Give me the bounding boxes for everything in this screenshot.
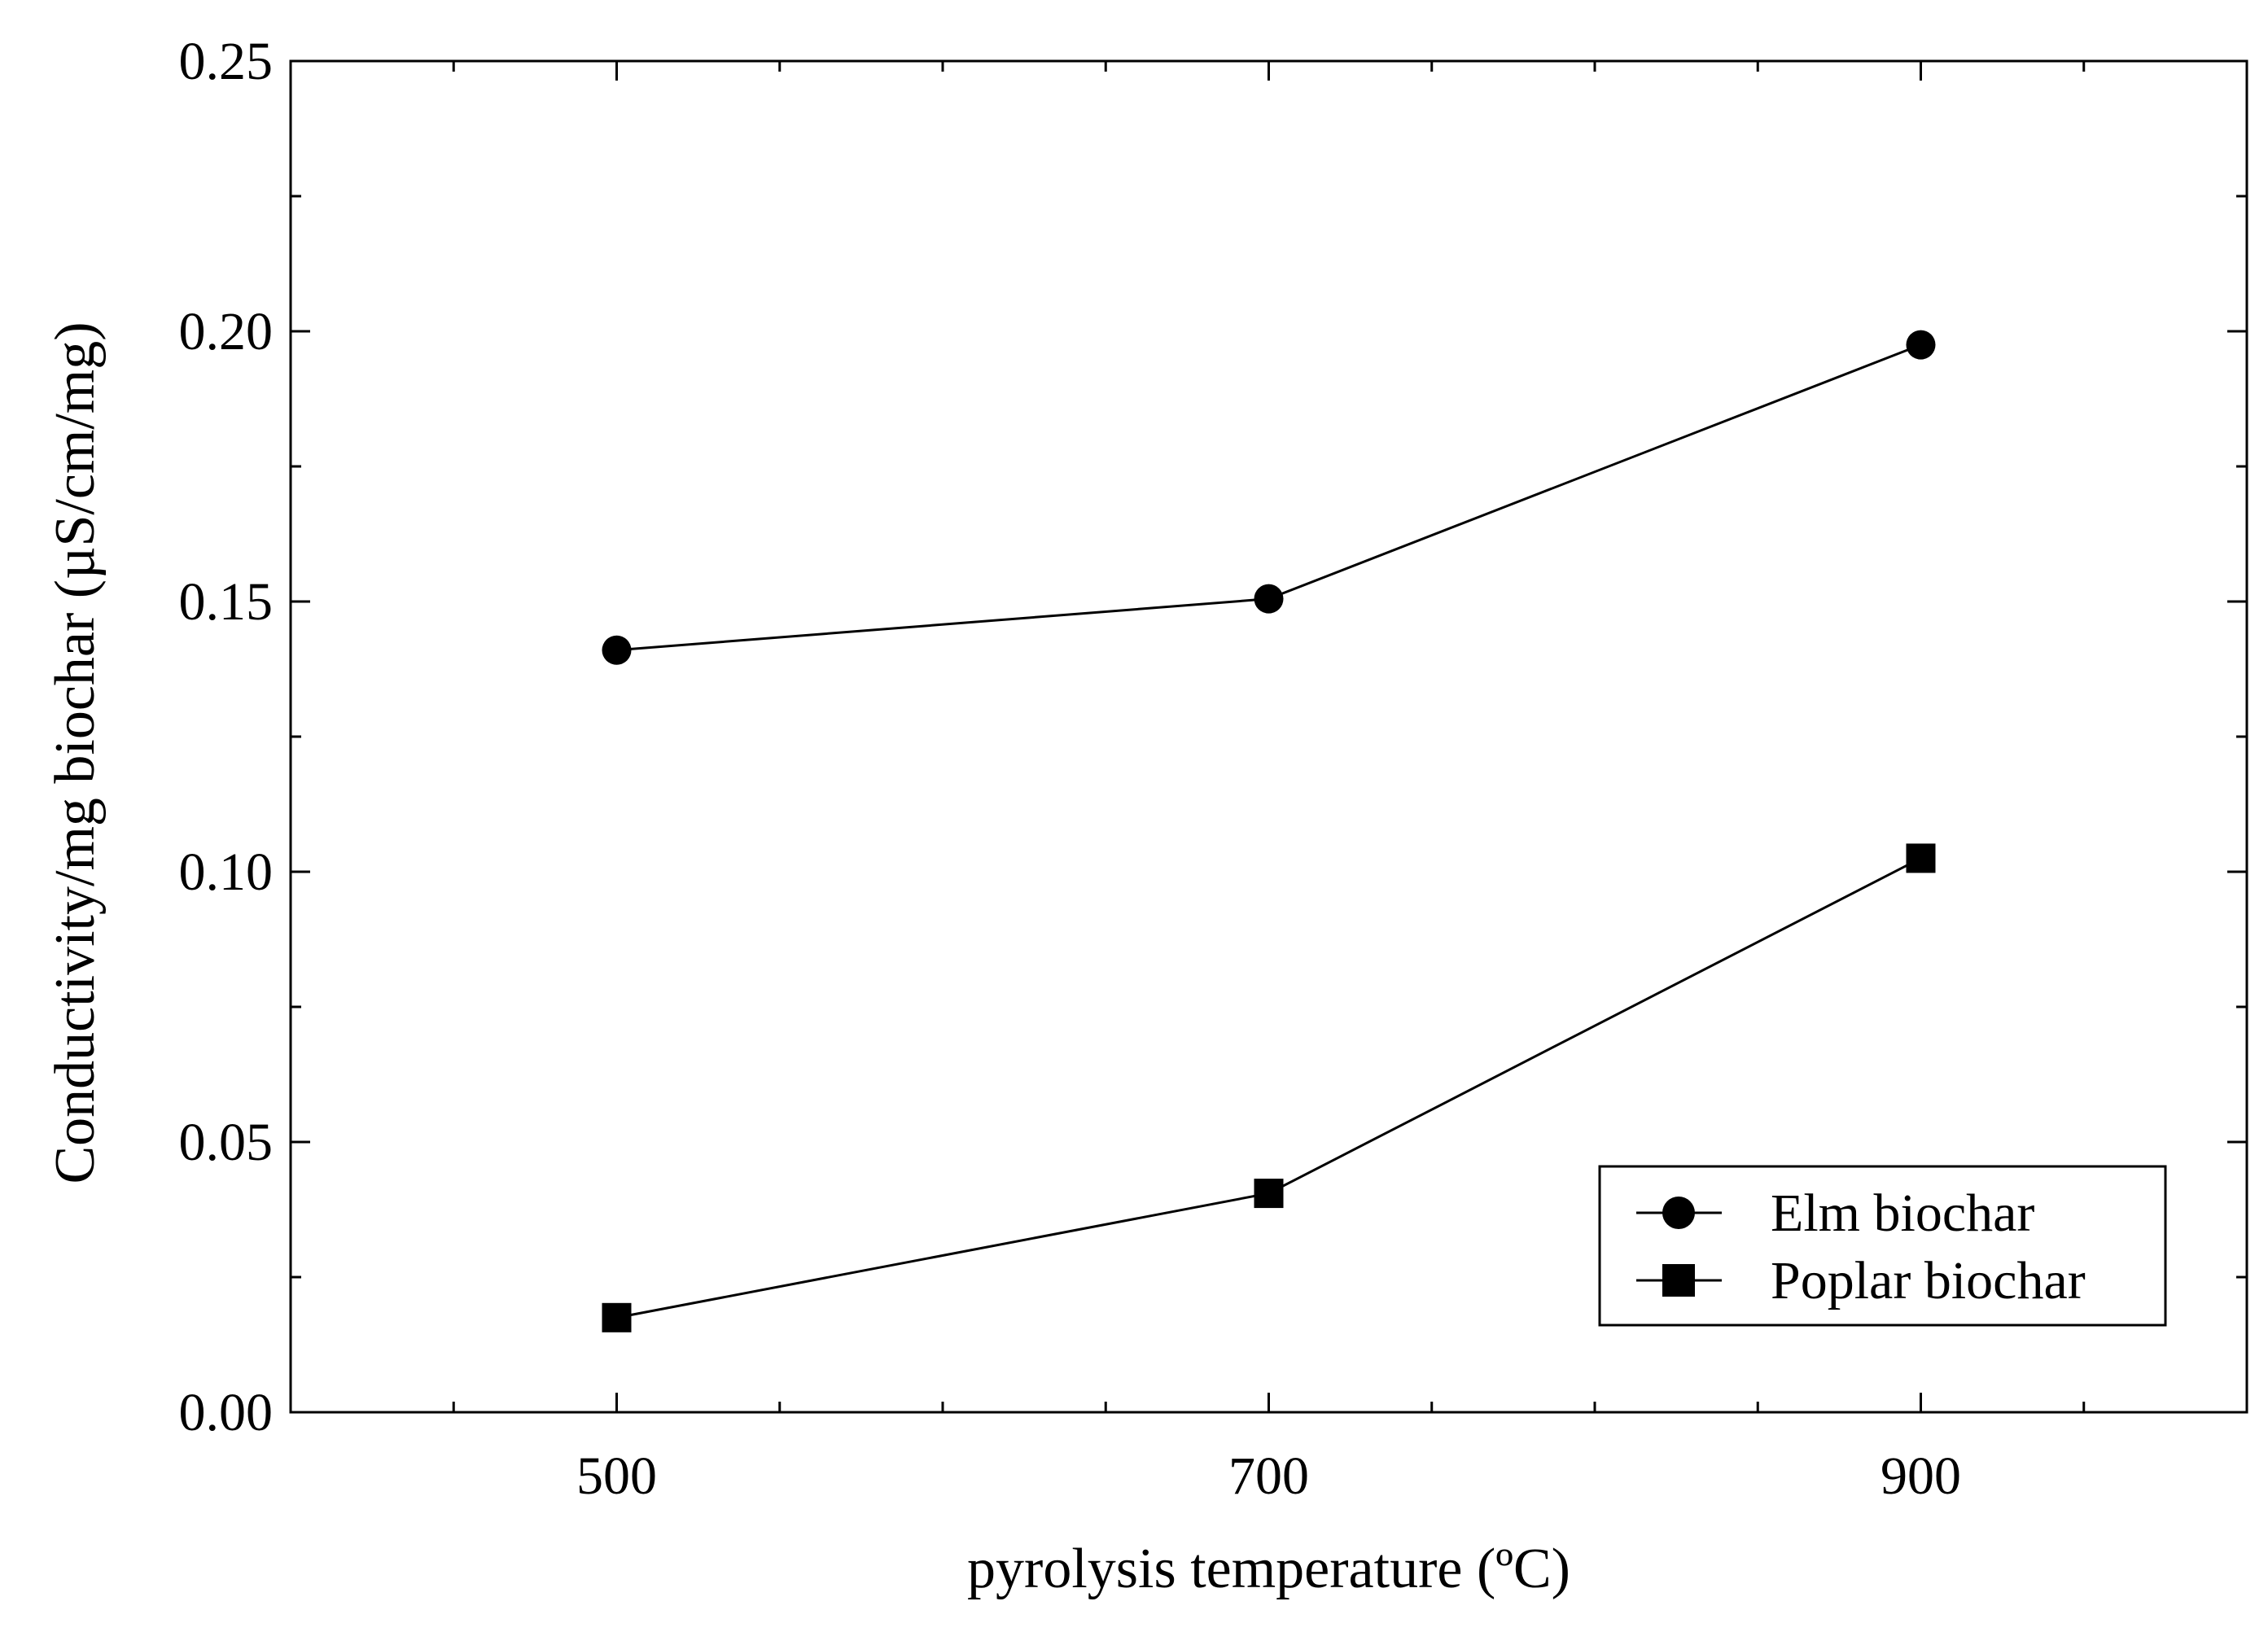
legend-marker-poplar xyxy=(1662,1264,1695,1297)
data-point-elm xyxy=(602,635,632,665)
y-tick-label: 0.10 xyxy=(179,842,274,902)
y-tick-label: 0.05 xyxy=(179,1113,274,1172)
data-point-elm xyxy=(1906,330,1936,360)
legend-label-elm: Elm biochar xyxy=(1771,1184,2034,1243)
x-tick-label: 900 xyxy=(1881,1446,1961,1506)
series-layer xyxy=(602,330,1936,1332)
plot-frame xyxy=(289,59,2248,1414)
tick-labels: 500 700 900 0.00 0.05 0.10 0.15 0.20 0.25 xyxy=(179,32,1962,1506)
legend-box xyxy=(1598,1165,2167,1327)
data-point-poplar xyxy=(1906,843,1936,873)
legend: Elm biochar Poplar biochar xyxy=(1598,1165,2167,1327)
x-tick-label: 700 xyxy=(1228,1446,1309,1506)
data-point-poplar xyxy=(1254,1179,1284,1209)
data-point-elm xyxy=(1254,584,1284,614)
legend-label-poplar: Poplar biochar xyxy=(1771,1251,2086,1310)
y-tick-label: 0.00 xyxy=(179,1383,274,1442)
x-axis-title: pyrolysis temperature (ºC) xyxy=(967,1538,1570,1600)
y-axis-title: Conductivity/mg biochar (µS/cm/mg) xyxy=(44,322,107,1184)
x-tick-label: 500 xyxy=(576,1446,657,1506)
y-tick-label: 0.15 xyxy=(179,572,274,632)
y-tick-label: 0.25 xyxy=(179,32,274,91)
legend-marker-elm xyxy=(1662,1197,1695,1229)
ticks-layer xyxy=(291,61,2247,1412)
data-point-poplar xyxy=(602,1302,632,1332)
y-tick-label: 0.20 xyxy=(179,302,274,361)
